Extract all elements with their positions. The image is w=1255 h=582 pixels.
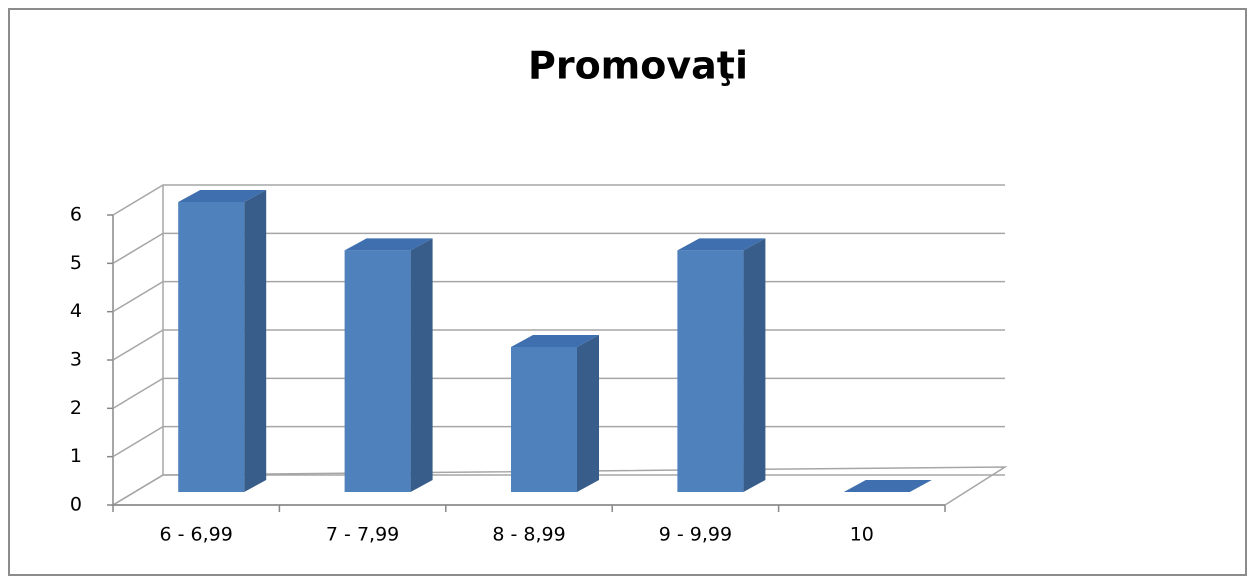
bar [843,480,932,492]
y-tick-label: 5 [70,252,82,274]
bar-front [344,250,411,492]
x-tick-label: 9 - 9,99 [659,524,732,546]
bar-top [843,480,932,492]
bar-top [677,238,766,251]
bar-side [244,190,267,492]
bar [344,238,433,492]
bar [511,335,599,492]
y-tick-label: 4 [70,300,82,322]
y-tick-label: 2 [70,397,82,419]
bar-front [178,202,245,492]
grid-line [112,184,1005,216]
bar [677,238,766,492]
y-tick-label: 3 [70,349,82,371]
x-tick-label: 10 [850,524,874,546]
grid-line [112,232,1005,264]
x-tick-label: 6 - 6,99 [160,524,233,546]
bar-front [677,250,744,492]
y-tick-label: 1 [70,445,82,467]
bar-top [178,190,267,202]
y-tick-label: 6 [70,204,82,226]
bar-top [511,335,599,347]
bar-top [344,238,433,251]
x-tick-label: 7 - 7,99 [326,524,399,546]
bar-side [743,238,766,492]
bar-front [511,347,577,492]
x-tick-label: 8 - 8,99 [492,524,565,546]
bar [178,190,267,492]
y-tick-label: 0 [70,494,82,516]
bar-side [577,335,599,492]
bar-side [410,238,433,492]
chart-title: Promovaţi [528,44,748,88]
